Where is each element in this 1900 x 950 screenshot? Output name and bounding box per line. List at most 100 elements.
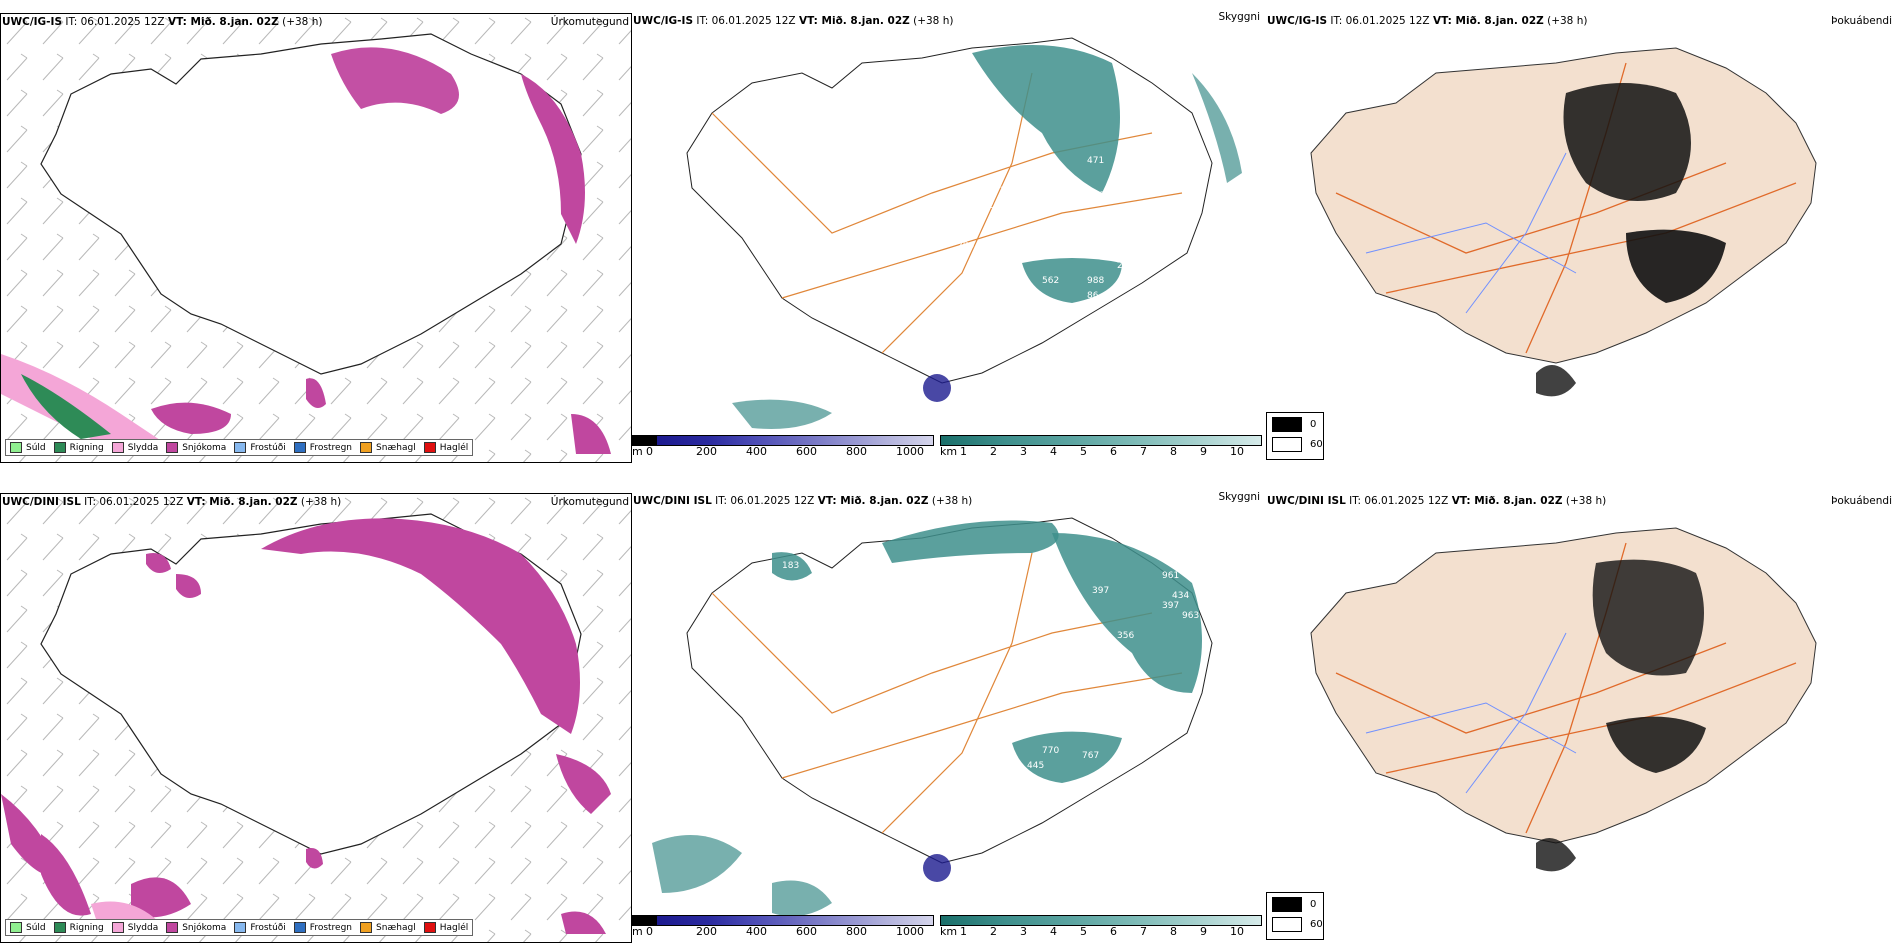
legend-swatch <box>166 922 179 933</box>
scale-unit: km <box>940 445 958 458</box>
cloud-label: 434 <box>1172 591 1189 601</box>
precip-map-panel-2: UWC/DINI ISL IT: 06.01.2025 12Z VT: Mið.… <box>0 493 632 943</box>
scale-tick: 0 <box>646 925 653 938</box>
scale-tick: 6 <box>1110 925 1117 938</box>
scale-tick: 200 <box>696 445 717 458</box>
scale-tick: 6 <box>1110 445 1117 458</box>
legend-swatch <box>423 922 436 933</box>
fog-legend-1: 0 60 <box>1266 412 1324 460</box>
scale-tick: 0 <box>646 445 653 458</box>
scale-unit: m <box>632 925 643 938</box>
scale-tick: 10 <box>1230 925 1244 938</box>
cloudbase-colorbar <box>632 915 934 926</box>
panel-tag: Úrkomutegund <box>550 496 629 508</box>
scale-tick: 1 <box>960 925 967 938</box>
scale-unit: km <box>940 925 958 938</box>
cloud-label: 233 <box>974 101 991 111</box>
panel-tag: Þokuábendi <box>1831 495 1892 507</box>
scale-tick: 200 <box>696 925 717 938</box>
scale-tick: 800 <box>846 445 867 458</box>
map-title: UWC/IG-IS IT: 06.01.2025 12Z VT: Mið. 8.… <box>633 15 954 27</box>
panel-tag: Skyggni <box>1218 11 1261 23</box>
cloud-label: 471 <box>1087 156 1104 166</box>
cloud-label: 767 <box>1082 751 1099 761</box>
scale-tick: 8 <box>1170 445 1177 458</box>
scale-tick: 600 <box>796 925 817 938</box>
cloud-label: 86 <box>1087 291 1099 301</box>
legend-swatch <box>234 442 247 453</box>
scale-tick: 1000 <box>896 445 924 458</box>
precip-map-panel-1: UWC/IG-IS IT: 06.01.2025 12Z VT: Mið. 8.… <box>0 13 632 463</box>
map-title: UWC/IG-IS IT: 06.01.2025 12Z VT: Mið. 8.… <box>2 16 323 28</box>
scale-tick: 2 <box>990 445 997 458</box>
scale-unit: m <box>632 445 643 458</box>
cloud-label: 562 <box>1042 276 1059 286</box>
cloud-label: 356 <box>1117 631 1134 641</box>
scale-tick: 7 <box>1140 445 1147 458</box>
scale-tick: 4 <box>1050 445 1057 458</box>
legend-swatch <box>10 922 22 933</box>
scale-tick: 10 <box>1230 445 1244 458</box>
fog-map-panel-1: UWC/IG-IS IT: 06.01.2025 12Z VT: Mið. 8.… <box>1266 13 1900 463</box>
precip-legend: Súld Rigning Slydda Snjókoma Frostúði Fr… <box>5 439 474 456</box>
fog-map-panel-2: UWC/DINI ISL IT: 06.01.2025 12Z VT: Mið.… <box>1266 493 1900 943</box>
scale-tick: 3 <box>1020 925 1027 938</box>
cloud-label: 79 <box>1080 646 1092 656</box>
fog-map-2 <box>1310 527 1817 872</box>
scale-tick: 400 <box>746 445 767 458</box>
cloud-label: 397 <box>1162 601 1179 611</box>
panel-tag: Þokuábendi <box>1831 15 1892 27</box>
cloud-label: 274 <box>1117 261 1134 271</box>
map-title: UWC/DINI ISL IT: 06.01.2025 12Z VT: Mið.… <box>633 495 973 507</box>
visibility-colorbar <box>940 435 1262 446</box>
legend-swatch <box>360 442 373 453</box>
scale-tick: 1000 <box>896 925 924 938</box>
map-title: UWC/DINI ISL IT: 06.01.2025 12Z VT: Mið.… <box>1267 495 1607 507</box>
precip-map-1 <box>1 14 631 462</box>
scale-bars-1: m 0 200 400 600 800 1000 km 1 2 3 4 5 6 … <box>632 435 1266 459</box>
fog-map-1 <box>1310 47 1817 397</box>
cloud-label: 963 <box>1182 611 1199 621</box>
fog-legend-2: 0 60 <box>1266 892 1324 940</box>
cloud-map-panel-2: 183 293 397 961 434 397 963 356 79 770 7… <box>632 491 1266 943</box>
cloud-label: 286 <box>957 241 974 251</box>
legend-swatch <box>423 442 436 453</box>
scale-tick: 600 <box>796 445 817 458</box>
cloud-label: 273 <box>1094 191 1111 201</box>
legend-swatch <box>111 922 124 933</box>
scale-tick: 9 <box>1200 925 1207 938</box>
fog-legend-label: 60 <box>1310 439 1323 450</box>
scale-bars-2: m 0 200 400 600 800 1000 km 1 2 3 4 5 6 … <box>632 915 1266 939</box>
fog-legend-label: 60 <box>1310 919 1323 930</box>
cloud-label: 208 <box>988 201 1005 211</box>
map-title: UWC/DINI ISL IT: 06.01.2025 12Z VT: Mið.… <box>2 496 342 508</box>
scale-tick: 1 <box>960 445 967 458</box>
iceland-outline <box>40 513 582 855</box>
legend-swatch <box>360 922 373 933</box>
legend-swatch <box>53 922 66 933</box>
precip-legend: Súld Rigning Slydda Snjókoma Frostúði Fr… <box>5 919 474 936</box>
scale-tick: 5 <box>1080 925 1087 938</box>
map-title: UWC/IG-IS IT: 06.01.2025 12Z VT: Mið. 8.… <box>1267 15 1588 27</box>
cloud-label: 293 <box>817 581 834 591</box>
scale-tick: 2 <box>990 925 997 938</box>
panel-tag: Skyggni <box>1218 491 1261 503</box>
precip-map-2 <box>1 494 631 942</box>
cloud-label: 988 <box>1087 276 1104 286</box>
fog-legend-label: 0 <box>1310 419 1317 430</box>
panel-tag: Úrkomutegund <box>550 16 629 28</box>
scale-tick: 400 <box>746 925 767 938</box>
cloud-label: 445 <box>1027 761 1044 771</box>
scale-tick: 4 <box>1050 925 1057 938</box>
legend-swatch <box>53 442 66 453</box>
scale-tick: 800 <box>846 925 867 938</box>
scale-tick: 9 <box>1200 445 1207 458</box>
cloud-map-1: 233 271 208 471 273 286 562 988 86 274 1… <box>686 37 1242 429</box>
legend-swatch <box>293 442 306 453</box>
legend-swatch <box>166 442 179 453</box>
legend-swatch <box>293 922 306 933</box>
legend-swatch <box>10 442 22 453</box>
visibility-colorbar <box>940 915 1262 926</box>
cloud-map-panel-1: 233 271 208 471 273 286 562 988 86 274 1… <box>632 11 1266 463</box>
cloud-map-2: 183 293 397 961 434 397 963 356 79 770 7… <box>652 517 1213 917</box>
